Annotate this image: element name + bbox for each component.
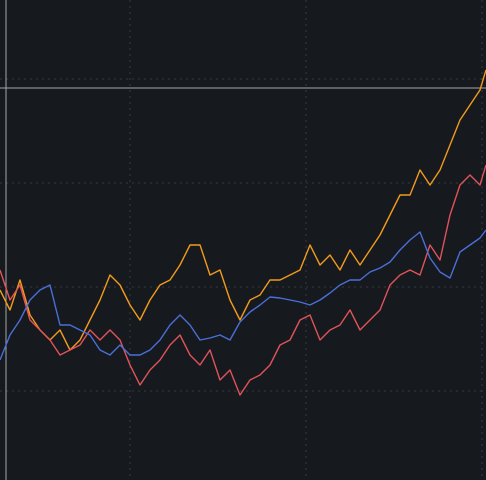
series-line (0, 69, 486, 351)
series-line (0, 164, 486, 396)
series-line (0, 229, 486, 361)
